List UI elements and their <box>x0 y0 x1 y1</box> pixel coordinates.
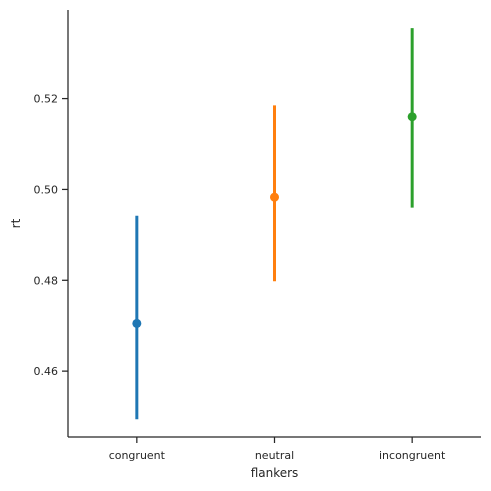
y-axis-label: rt <box>9 218 23 228</box>
x-ticks: congruent neutral incongruent <box>109 437 446 462</box>
y-tick-label: 0.48 <box>34 274 59 287</box>
point-neutral <box>270 192 279 202</box>
x-axis-label: flankers <box>251 466 299 480</box>
y-tick-label: 0.50 <box>34 183 59 196</box>
point-incongruent <box>407 112 417 122</box>
x-tick-label: incongruent <box>379 449 446 462</box>
x-tick-label: congruent <box>109 449 166 462</box>
y-ticks: 0.46 0.48 0.50 0.52 <box>34 93 68 378</box>
y-tick-label: 0.46 <box>34 365 59 378</box>
y-tick-label: 0.52 <box>34 93 59 106</box>
plot-area <box>132 28 417 420</box>
point-congruent <box>132 318 142 328</box>
x-tick-label: neutral <box>255 449 294 462</box>
